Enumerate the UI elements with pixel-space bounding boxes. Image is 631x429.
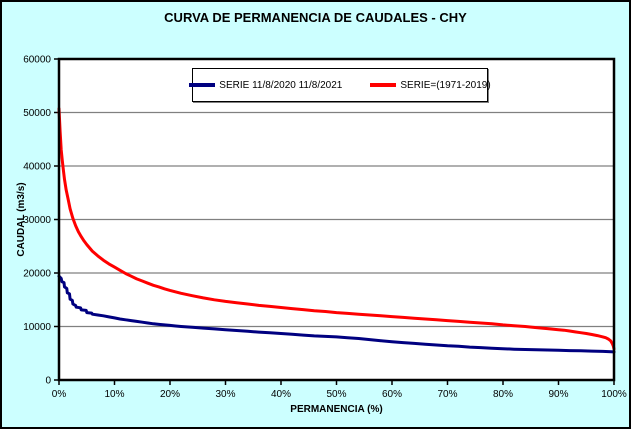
legend-item-serie-2020-2021: SERIE 11/8/2020 11/8/2021	[189, 80, 342, 91]
plot-frame	[57, 57, 616, 382]
x-tick-label: 40%	[271, 389, 291, 400]
x-tick-label: 30%	[215, 389, 235, 400]
x-tick-label: 70%	[437, 389, 457, 400]
series-blue-line-swatch	[189, 83, 216, 87]
x-tick-label: 60%	[382, 389, 402, 400]
legend-label-serie-2020-2021: SERIE 11/8/2020 11/8/2021	[219, 79, 343, 91]
x-tick-label: 80%	[493, 389, 513, 400]
x-tick-label: 50%	[326, 389, 346, 400]
y-tick-label: 30000	[23, 215, 51, 226]
x-tick-label: 90%	[548, 389, 568, 400]
y-tick-label: 60000	[23, 55, 51, 66]
series-line-2020-2021	[57, 274, 616, 354]
x-tick-label: 10%	[104, 389, 124, 400]
series-line-1971-2019	[57, 107, 616, 351]
legend-label-serie-1971-2019: SERIE=(1971-2019)	[400, 79, 491, 91]
x-tick-label: 0%	[52, 389, 67, 400]
series-red-line-swatch	[370, 83, 397, 87]
legend: SERIE 11/8/2020 11/8/2021 SERIE=(1971-20…	[189, 68, 491, 102]
x-tick-label: 20%	[160, 389, 180, 400]
legend-item-serie-1971-2019: SERIE=(1971-2019)	[370, 79, 491, 91]
y-tick-label: 0	[45, 376, 51, 387]
y-tick-label: 20000	[23, 269, 51, 280]
x-tick-label: 100%	[601, 389, 627, 400]
y-tick-label: 40000	[23, 162, 51, 173]
y-tick-label: 50000	[23, 108, 51, 119]
chart-title: CURVA DE PERMANENCIA DE CAUDALES - CHY	[164, 10, 467, 25]
y-axis-title: CAUDAL (m3/s)	[16, 182, 27, 256]
x-axis-title: PERMANENCIA (%)	[290, 404, 382, 415]
y-tick-label: 10000	[23, 322, 51, 333]
